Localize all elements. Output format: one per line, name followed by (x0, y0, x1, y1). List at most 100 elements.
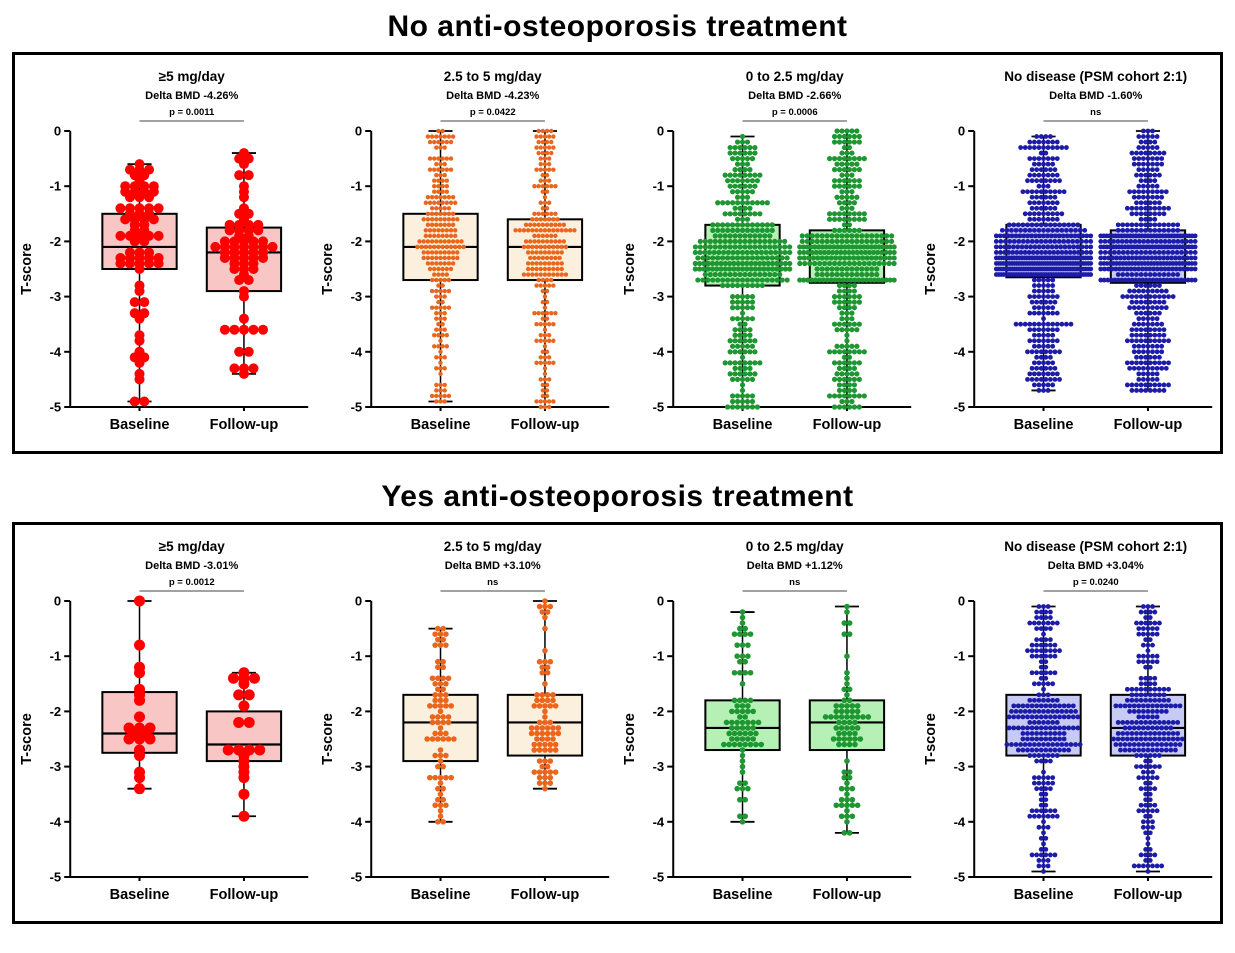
data-point (542, 134, 548, 139)
data-point (524, 222, 529, 228)
data-point (1038, 653, 1044, 659)
data-point (1031, 371, 1037, 377)
data-point (1072, 709, 1078, 714)
data-point (451, 211, 456, 216)
data-point (1145, 808, 1151, 814)
data-point (741, 144, 748, 151)
data-point (1031, 283, 1037, 288)
data-point (547, 322, 552, 327)
data-point (1147, 697, 1153, 703)
data-point (729, 299, 735, 305)
data-point (853, 371, 859, 377)
data-point (429, 736, 436, 742)
data-point (754, 178, 760, 184)
data-point (1038, 675, 1044, 681)
data-point (1038, 747, 1044, 753)
data-point (1056, 233, 1062, 239)
data-point (1122, 277, 1128, 283)
data-point (1143, 686, 1148, 692)
data-point (848, 271, 855, 278)
data-point (749, 178, 755, 184)
data-point (1170, 294, 1176, 299)
data-point (1088, 244, 1093, 250)
data-point (1163, 365, 1169, 371)
data-point (820, 277, 826, 283)
data-point (1147, 736, 1153, 742)
data-point (1162, 239, 1168, 244)
data-point (442, 172, 448, 178)
data-point (443, 631, 449, 637)
data-point (856, 349, 862, 355)
data-point (854, 249, 860, 256)
data-point (846, 741, 852, 748)
data-point (1033, 626, 1039, 631)
data-point (836, 133, 842, 140)
data-point (735, 266, 741, 272)
data-point (733, 708, 740, 715)
data-point (1138, 360, 1144, 366)
data-point (843, 653, 850, 659)
data-point (1131, 703, 1137, 709)
data-point (1159, 161, 1164, 167)
data-point (729, 343, 735, 349)
data-point (804, 238, 810, 244)
data-point (446, 239, 452, 244)
data-point (846, 365, 852, 371)
data-point (843, 128, 850, 134)
data-point (846, 387, 852, 394)
data-point (1131, 343, 1137, 349)
y-tick-label: -2 (351, 704, 363, 719)
data-point (846, 167, 852, 173)
data-point (1023, 244, 1029, 250)
data-point (756, 211, 762, 217)
data-point (1084, 233, 1089, 239)
data-point (1050, 709, 1055, 714)
data-point (1040, 183, 1046, 189)
data-point (432, 333, 437, 338)
data-point (853, 271, 859, 278)
data-point (219, 236, 230, 247)
data-point (1152, 354, 1157, 360)
data-point (747, 697, 753, 704)
data-point (1020, 703, 1026, 709)
data-point (838, 316, 845, 322)
data-point (1163, 288, 1169, 294)
data-point (819, 244, 825, 250)
data-point (741, 211, 748, 217)
data-point (545, 382, 550, 388)
data-point (1033, 852, 1039, 858)
data-point (1145, 626, 1151, 631)
data-point (868, 266, 874, 272)
data-point (1040, 388, 1046, 393)
data-point (1116, 266, 1122, 272)
data-point (459, 239, 464, 244)
data-point (438, 277, 443, 283)
y-tick-label: -1 (50, 179, 62, 194)
data-point (765, 266, 771, 272)
data-point (1140, 714, 1146, 720)
data-point (1047, 167, 1053, 173)
data-point (1065, 239, 1071, 244)
data-point (1140, 134, 1146, 139)
data-point (1147, 681, 1153, 687)
data-point (833, 194, 840, 200)
data-point (809, 233, 815, 239)
y-tick-label: -2 (953, 234, 965, 249)
data-point (1015, 714, 1021, 720)
data-point (856, 227, 862, 233)
data-point (1029, 178, 1035, 184)
data-point (1043, 653, 1048, 659)
data-point (534, 134, 540, 139)
data-point (694, 255, 700, 261)
data-point (1147, 830, 1153, 836)
data-point (1031, 277, 1037, 283)
data-point (1159, 321, 1164, 327)
data-point (440, 785, 447, 792)
data-point (769, 255, 775, 261)
data-point (845, 244, 851, 250)
data-point (1050, 145, 1055, 150)
data-point (542, 785, 549, 792)
data-point (831, 156, 837, 162)
data-point (840, 719, 847, 726)
data-point (846, 349, 852, 355)
